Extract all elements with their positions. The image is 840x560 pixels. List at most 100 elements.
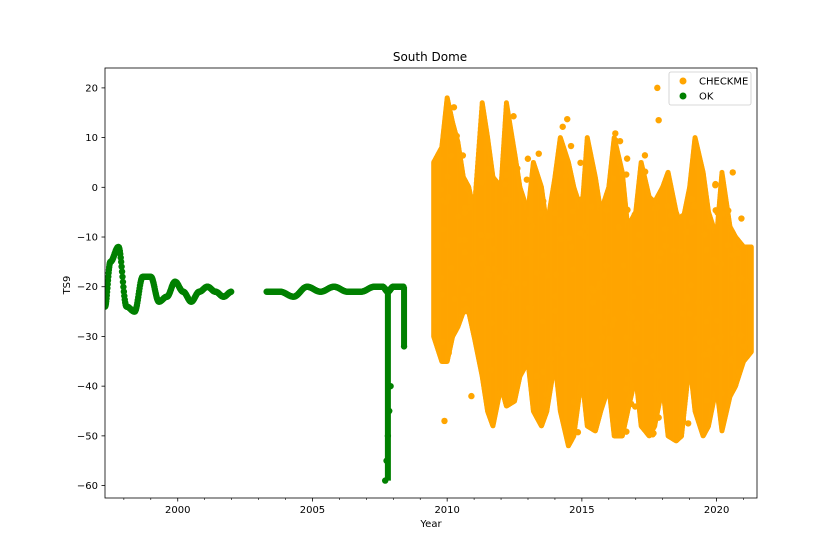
checkme-point xyxy=(537,210,544,218)
ok-point xyxy=(381,477,389,484)
y-tick-label: 20 xyxy=(85,83,98,94)
checkme-point xyxy=(623,334,630,341)
checkme-point xyxy=(710,256,718,263)
checkme-point xyxy=(444,173,451,180)
x-tick-label: 2000 xyxy=(165,505,190,516)
checkme-point xyxy=(521,280,529,288)
checkme-point xyxy=(588,203,595,210)
checkme-point xyxy=(579,362,587,369)
checkme-point xyxy=(490,245,497,253)
checkme-point xyxy=(524,155,532,162)
y-tick-label: −40 xyxy=(77,382,98,393)
series-checkme xyxy=(431,84,754,449)
checkme-point xyxy=(552,293,559,300)
checkme-point xyxy=(526,215,534,223)
checkme-point xyxy=(453,132,460,140)
checkme-point xyxy=(740,298,748,305)
checkme-point xyxy=(574,429,582,436)
checkme-point xyxy=(585,293,592,301)
checkme-point xyxy=(648,308,655,315)
axes: 2000 2005 2010 2015 202020100−10−20−30−40−50… xyxy=(77,67,758,516)
checkme-point xyxy=(735,368,742,376)
checkme-point xyxy=(740,343,748,350)
checkme-point xyxy=(600,294,608,302)
checkme-point xyxy=(465,286,472,294)
checkme-point xyxy=(460,295,467,302)
checkme-point xyxy=(540,368,547,376)
checkme-point xyxy=(569,266,577,273)
checkme-point xyxy=(694,315,701,323)
checkme-point xyxy=(467,198,474,205)
checkme-point xyxy=(543,390,550,398)
checkme-point xyxy=(554,170,562,177)
checkme-point xyxy=(609,322,616,329)
checkme-point xyxy=(463,305,470,313)
checkme-point xyxy=(488,319,495,326)
checkme-point xyxy=(679,213,686,220)
checkme-point xyxy=(596,375,603,382)
checkme-point xyxy=(729,275,737,283)
checkme-point xyxy=(514,165,521,172)
checkme-point xyxy=(556,217,563,224)
checkme-point xyxy=(732,381,739,389)
checkme-point xyxy=(455,213,462,220)
checkme-point xyxy=(598,333,606,341)
checkme-point xyxy=(481,382,489,390)
checkme-point xyxy=(577,159,584,166)
checkme-point xyxy=(634,251,642,258)
checkme-point xyxy=(650,352,657,360)
checkme-point xyxy=(719,210,726,217)
y-tick-label: −30 xyxy=(77,332,98,343)
checkme-point xyxy=(438,197,445,204)
y-tick-label: −10 xyxy=(77,233,98,244)
checkme-point xyxy=(450,104,458,111)
checkme-point xyxy=(560,350,567,358)
y-tick-label: −50 xyxy=(77,431,98,442)
checkme-point xyxy=(725,207,732,214)
x-tick-label: 2010 xyxy=(434,505,459,516)
ok-point xyxy=(118,263,125,270)
checkme-point xyxy=(437,274,445,281)
checkme-point xyxy=(604,308,611,315)
checkme-point xyxy=(737,331,745,339)
checkme-point xyxy=(483,144,490,151)
checkme-point xyxy=(556,187,564,195)
ok-point xyxy=(227,288,235,295)
plot-area xyxy=(105,84,754,484)
checkme-point xyxy=(744,339,752,346)
checkme-point xyxy=(688,195,696,203)
checkme-point xyxy=(706,305,714,312)
checkme-point xyxy=(655,116,662,124)
checkme-point xyxy=(501,181,509,188)
checkme-point xyxy=(524,356,532,364)
checkme-point xyxy=(461,204,469,211)
checkme-point xyxy=(714,209,721,216)
checkme-point xyxy=(703,246,710,254)
ok-point xyxy=(386,407,393,415)
checkme-point xyxy=(654,84,661,92)
checkme-point xyxy=(435,286,442,293)
checkme-point xyxy=(671,288,678,295)
checkme-point xyxy=(729,169,736,176)
checkme-point xyxy=(727,356,734,364)
checkme-point xyxy=(734,249,742,257)
checkme-point xyxy=(479,290,486,297)
checkme-point xyxy=(654,372,662,379)
checkme-point xyxy=(633,320,641,327)
checkme-point xyxy=(667,212,675,219)
checkme-point xyxy=(456,236,463,244)
checkme-point xyxy=(718,389,726,397)
checkme-point xyxy=(477,231,485,239)
checkme-point xyxy=(601,319,608,326)
checkme-point xyxy=(700,351,708,358)
checkme-point xyxy=(581,223,589,230)
checkme-point xyxy=(485,165,493,173)
checkme-point xyxy=(730,309,738,316)
checkme-point xyxy=(664,202,672,210)
ok-point xyxy=(118,268,126,275)
checkme-point xyxy=(588,285,595,292)
checkme-point xyxy=(704,371,711,379)
checkme-point xyxy=(491,265,498,272)
checkme-point xyxy=(553,345,561,352)
